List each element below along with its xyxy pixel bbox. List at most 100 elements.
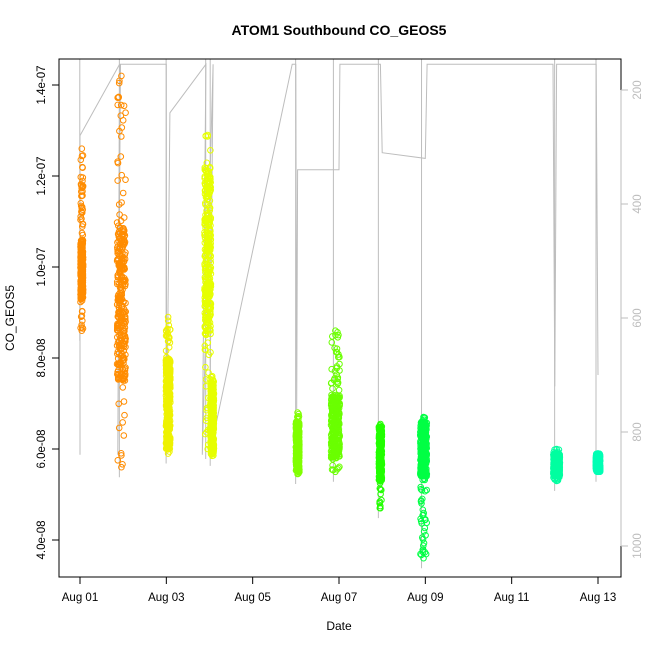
data-point — [117, 217, 125, 225]
data-point — [202, 376, 210, 383]
data-point — [78, 252, 86, 260]
data-point — [164, 376, 171, 383]
data-point — [331, 414, 339, 422]
data-point — [206, 204, 214, 212]
x-tick-label: Aug 09 — [407, 592, 443, 604]
data-point — [423, 450, 430, 457]
data-point — [204, 247, 211, 254]
data-point — [117, 295, 124, 303]
data-point — [117, 450, 125, 457]
data-point — [333, 363, 341, 370]
data-point — [418, 450, 426, 457]
data-point — [207, 420, 214, 428]
data-point — [115, 93, 122, 101]
data-point — [117, 153, 125, 160]
data-point — [78, 292, 86, 300]
data-point — [417, 469, 424, 477]
data-point — [294, 409, 301, 416]
data-point — [418, 432, 425, 440]
data-point — [207, 299, 214, 307]
data-point — [204, 235, 212, 242]
data-point — [295, 446, 302, 454]
data-point — [165, 437, 173, 444]
data-point — [78, 327, 86, 335]
data-point — [207, 227, 214, 235]
data-point — [422, 532, 429, 539]
data-point — [335, 445, 343, 453]
data-point — [79, 163, 86, 171]
data-point — [210, 401, 217, 409]
right-tick-label: 800 — [632, 422, 644, 441]
data-point — [79, 240, 87, 247]
data-point — [165, 322, 173, 329]
data-point — [334, 379, 342, 387]
data-point — [376, 479, 384, 487]
altitude-trace-layer — [79, 59, 599, 569]
data-point — [201, 330, 209, 338]
data-point — [421, 438, 429, 446]
data-point — [118, 303, 125, 311]
data-point — [377, 476, 385, 483]
data-point — [210, 443, 217, 450]
data-point — [329, 333, 336, 340]
y-axis: 4.0e-08 6.0e-08 8.0e-08 1.0e-07 1.2e-07 1.4e-… — [36, 65, 60, 560]
right-tick-label: 200 — [632, 80, 644, 99]
x-tick-label: Aug 01 — [62, 592, 98, 604]
data-point — [419, 417, 426, 425]
data-point — [78, 282, 86, 289]
data-point — [553, 445, 560, 453]
data-point — [79, 236, 86, 244]
data-point — [77, 271, 84, 279]
data-point — [77, 200, 85, 207]
data-point — [164, 446, 172, 453]
data-point — [295, 413, 303, 420]
data-point — [202, 314, 209, 321]
data-point — [423, 442, 430, 450]
x-tick-label: Aug 05 — [234, 592, 270, 604]
data-point — [331, 439, 338, 447]
data-point — [209, 376, 217, 384]
data-point — [77, 293, 85, 301]
data-point — [79, 317, 86, 325]
data-point — [420, 528, 428, 535]
data-point — [115, 222, 122, 230]
data-point — [419, 512, 426, 519]
data-point — [332, 327, 339, 335]
data-point — [114, 101, 121, 109]
data-point — [333, 427, 341, 435]
data-point — [115, 310, 123, 318]
data-point — [420, 413, 427, 421]
data-point — [294, 470, 301, 478]
data-point — [121, 240, 128, 248]
data-point — [418, 487, 426, 494]
data-point — [377, 445, 384, 452]
data-point — [335, 331, 342, 339]
data-point — [78, 268, 86, 275]
right-tick-label: 600 — [632, 308, 644, 327]
data-point — [116, 299, 124, 307]
data-point — [119, 117, 127, 124]
data-point — [117, 101, 125, 109]
data-point — [328, 379, 335, 387]
data-point — [113, 219, 121, 226]
data-point — [77, 313, 85, 321]
data-point — [420, 554, 427, 562]
data-point — [79, 183, 87, 191]
data-point — [164, 426, 171, 434]
data-point — [210, 448, 217, 455]
data-point — [78, 312, 86, 320]
data-point — [119, 461, 126, 468]
data-point — [421, 442, 429, 450]
data-point — [422, 424, 430, 431]
data-point — [79, 283, 87, 290]
data-point — [164, 326, 171, 333]
data-point — [335, 353, 342, 361]
data-point — [115, 233, 123, 240]
data-point — [121, 232, 129, 239]
data-point — [210, 393, 217, 401]
data-point — [205, 272, 212, 279]
right-tick-label: 400 — [632, 194, 644, 213]
data-point — [78, 152, 86, 160]
data-point — [328, 365, 336, 373]
